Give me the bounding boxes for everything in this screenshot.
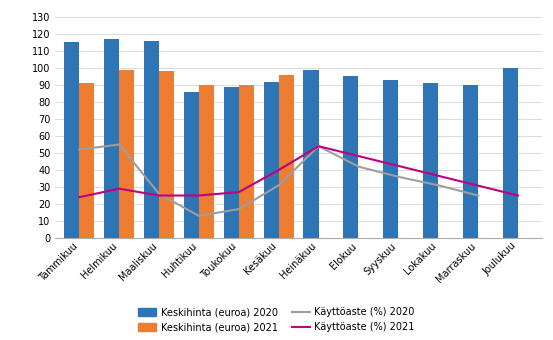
Bar <box>463 85 478 238</box>
Bar <box>79 83 95 238</box>
Bar <box>199 85 214 238</box>
Bar <box>184 92 199 238</box>
Bar <box>423 83 438 238</box>
Bar <box>503 68 518 238</box>
Bar <box>383 80 398 238</box>
Bar <box>64 42 79 238</box>
Bar <box>264 82 279 238</box>
Bar <box>119 70 134 238</box>
Bar <box>223 87 239 238</box>
Bar <box>279 75 294 238</box>
Bar <box>159 71 174 238</box>
Bar <box>343 76 358 238</box>
Bar <box>239 85 254 238</box>
Legend: Keskihinta (euroa) 2020, Keskihinta (euroa) 2021, Käyttöaste (%) 2020, Käyttöast: Keskihinta (euroa) 2020, Keskihinta (eur… <box>135 304 418 335</box>
Bar <box>144 41 159 238</box>
Bar <box>104 39 119 238</box>
Bar <box>304 70 319 238</box>
